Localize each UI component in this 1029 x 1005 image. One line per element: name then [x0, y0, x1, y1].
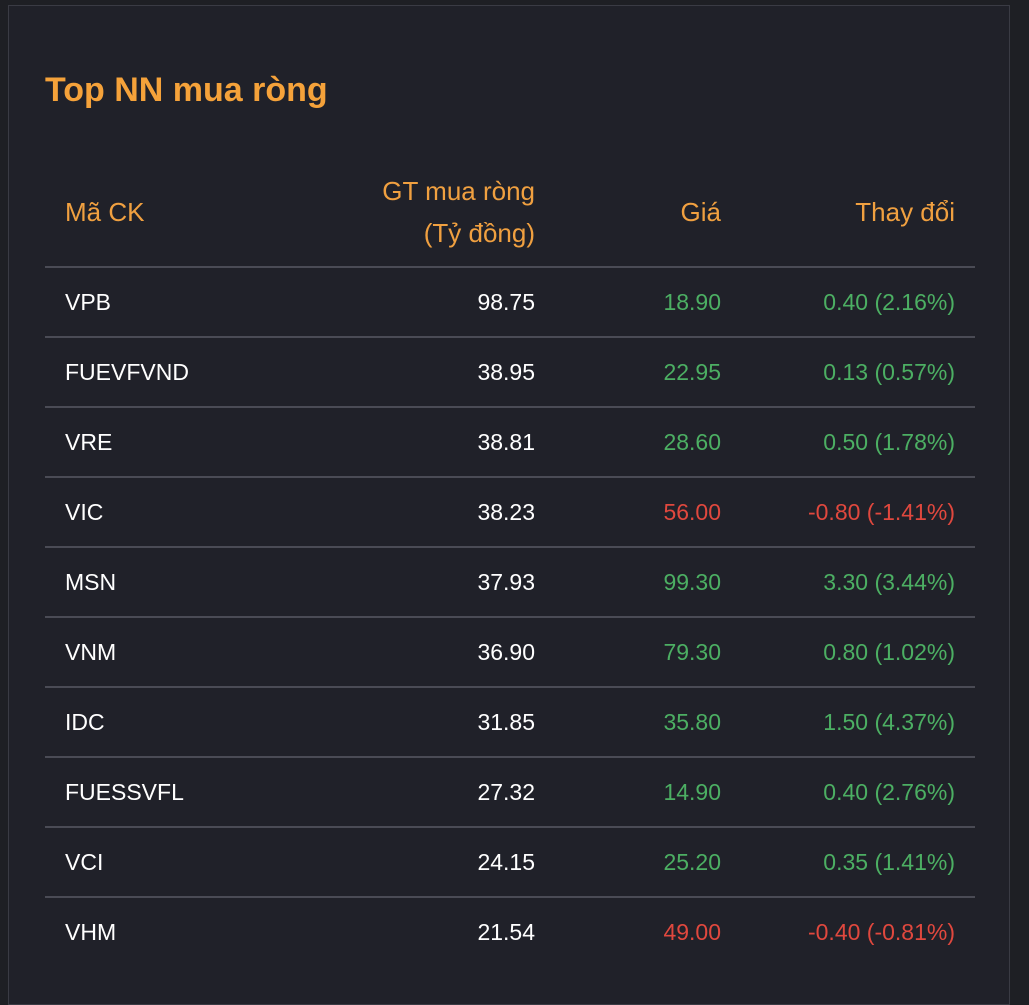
symbol-cell: FUESSVFL — [65, 779, 184, 805]
net-buy-value-cell: 98.75 — [477, 289, 535, 315]
net-buy-value-cell: 36.90 — [477, 639, 535, 665]
change-cell: 3.30 (3.44%) — [823, 569, 955, 595]
net-buy-value-cell: 21.54 — [477, 919, 535, 945]
price-cell: 99.30 — [663, 569, 721, 595]
column-header-change[interactable]: Thay đổi — [855, 197, 955, 227]
price-cell: 28.60 — [663, 429, 721, 455]
table-row[interactable]: FUESSVFL 27.32 14.90 0.40 (2.76%) — [45, 758, 975, 828]
table-row[interactable]: VNM 36.90 79.30 0.80 (1.02%) — [45, 618, 975, 688]
net-buy-value-cell: 38.81 — [477, 429, 535, 455]
change-cell: 0.80 (1.02%) — [823, 639, 955, 665]
panel-title: Top NN mua ròng — [45, 71, 328, 109]
price-cell: 18.90 — [663, 289, 721, 315]
table-row[interactable]: MSN 37.93 99.30 3.30 (3.44%) — [45, 548, 975, 618]
change-cell: -0.40 (-0.81%) — [807, 919, 955, 945]
table-row[interactable]: VRE 38.81 28.60 0.50 (1.78%) — [45, 408, 975, 478]
column-header-net-buy-value[interactable]: GT mua ròng (Tỷ đồng) — [335, 158, 535, 266]
net-buy-value-cell: 38.23 — [477, 499, 535, 525]
symbol-cell: VHM — [65, 919, 117, 945]
net-buy-value-cell: 27.32 — [477, 779, 535, 805]
table-row[interactable]: VPB 98.75 18.90 0.40 (2.16%) — [45, 268, 975, 338]
net-buy-value-cell: 37.93 — [477, 569, 535, 595]
change-cell: -0.80 (-1.41%) — [807, 499, 955, 525]
table-body: VPB 98.75 18.90 0.40 (2.16%) FUEVFVND 38.95 22… — [45, 268, 975, 966]
column-header-symbol[interactable]: Mã CK — [65, 197, 145, 227]
price-cell: 35.80 — [663, 709, 721, 735]
symbol-cell: VIC — [65, 499, 104, 525]
symbol-cell: VCI — [65, 849, 104, 875]
change-cell: 0.35 (1.41%) — [823, 849, 955, 875]
price-cell: 25.20 — [663, 849, 721, 875]
symbol-cell: VPB — [65, 289, 112, 315]
change-cell: 1.50 (4.37%) — [823, 709, 955, 735]
symbol-cell: VNM — [65, 639, 117, 665]
table-row[interactable]: VIC 38.23 56.00 -0.80 (-1.41%) — [45, 478, 975, 548]
symbol-cell: FUEVFVND — [65, 359, 189, 385]
price-cell: 49.00 — [663, 919, 721, 945]
change-cell: 0.40 (2.76%) — [823, 779, 955, 805]
column-header-net-buy-value-line1: GT mua ròng — [382, 176, 535, 206]
net-buy-value-cell: 31.85 — [477, 709, 535, 735]
price-cell: 79.30 — [663, 639, 721, 665]
table-row[interactable]: FUEVFVND 38.95 22.95 0.13 (0.57%) — [45, 338, 975, 408]
table-row[interactable]: VHM 21.54 49.00 -0.40 (-0.81%) — [45, 898, 975, 966]
change-cell: 0.50 (1.78%) — [823, 429, 955, 455]
column-header-net-buy-value-line2: (Tỷ đồng) — [423, 218, 535, 248]
net-buy-table: Mã CK GT mua ròng (Tỷ đồng) Giá Thay đổi… — [45, 158, 975, 966]
symbol-cell: VRE — [65, 429, 113, 455]
price-cell: 14.90 — [663, 779, 721, 805]
top-foreign-net-buy-panel: Top NN mua ròng Mã CK GT mua ròng (Tỷ đồ… — [8, 5, 1010, 1005]
net-buy-value-cell: 38.95 — [477, 359, 535, 385]
table-row[interactable]: IDC 31.85 35.80 1.50 (4.37%) — [45, 688, 975, 758]
column-header-price[interactable]: Giá — [680, 197, 721, 227]
table-row[interactable]: VCI 24.15 25.20 0.35 (1.41%) — [45, 828, 975, 898]
price-cell: 56.00 — [663, 499, 721, 525]
price-cell: 22.95 — [663, 359, 721, 385]
change-cell: 0.13 (0.57%) — [823, 359, 955, 385]
change-cell: 0.40 (2.16%) — [823, 289, 955, 315]
symbol-cell: IDC — [65, 709, 105, 735]
net-buy-value-cell: 24.15 — [477, 849, 535, 875]
table-header: Mã CK GT mua ròng (Tỷ đồng) Giá Thay đổi — [45, 158, 975, 268]
symbol-cell: MSN — [65, 569, 117, 595]
